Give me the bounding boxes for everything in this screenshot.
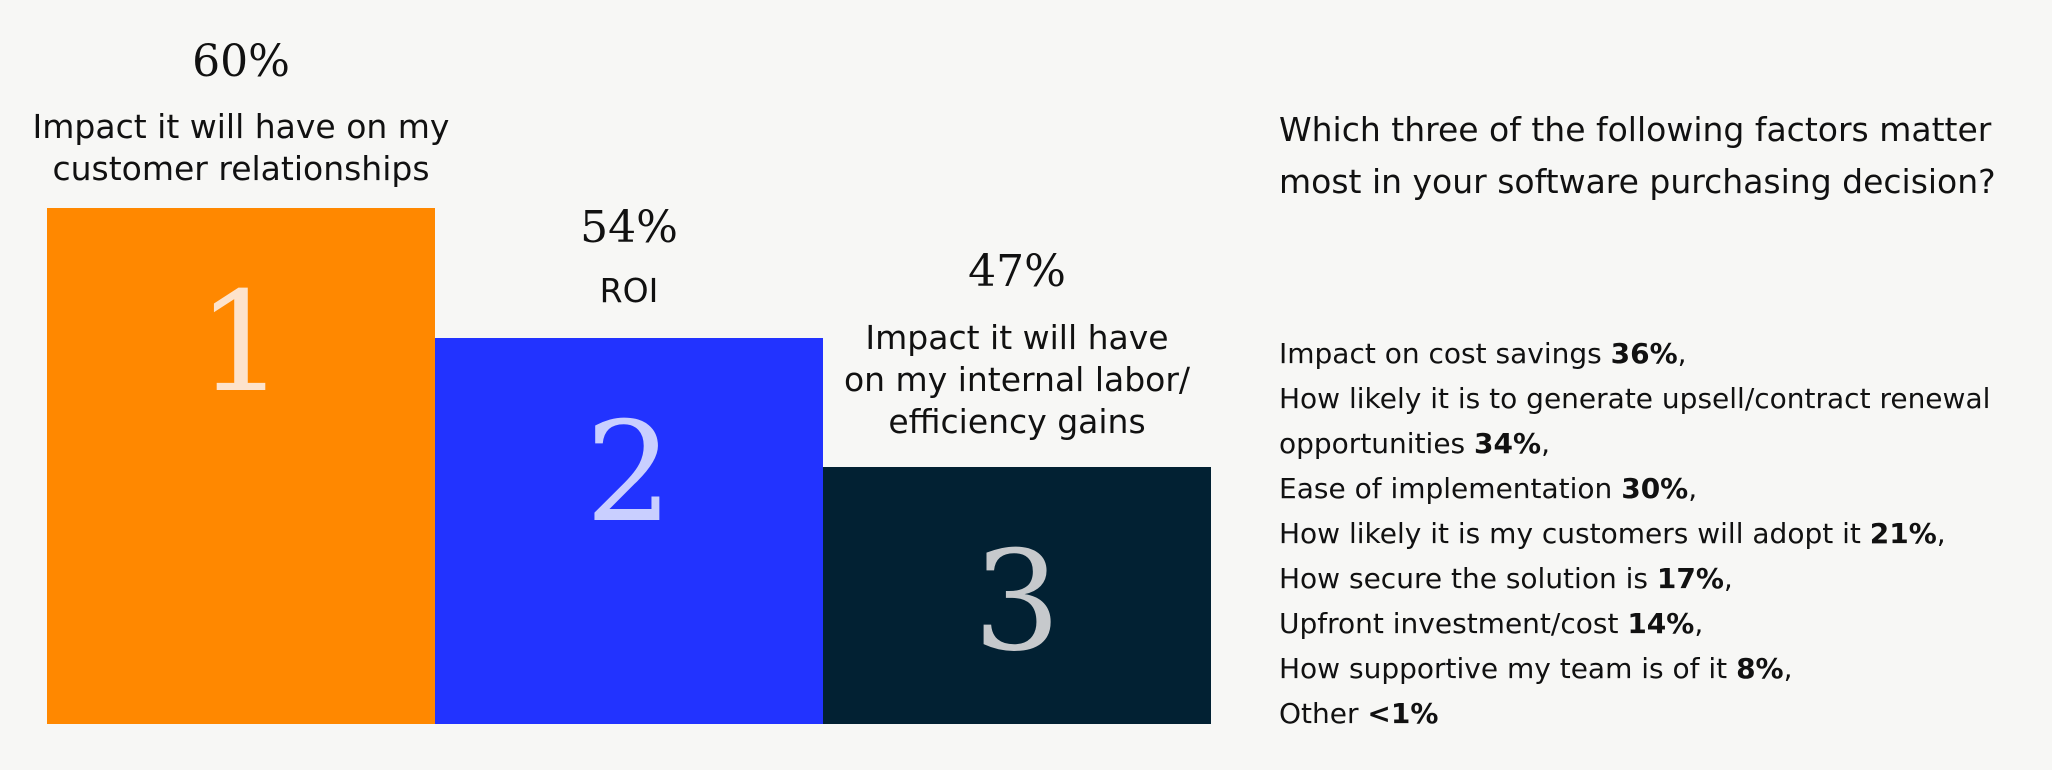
other-factor-separator: , <box>1677 337 1687 370</box>
other-factor-value: 17% <box>1656 562 1724 595</box>
other-factor-item: Other <1% <box>1279 691 2039 736</box>
rank-number-3: 3 <box>973 521 1061 682</box>
other-factor-separator: , <box>1541 427 1550 460</box>
other-factor-label: How likely it is my customers will adopt… <box>1279 517 1870 550</box>
value-label-1: 60% <box>192 36 290 87</box>
other-factor-value: 30% <box>1621 472 1689 505</box>
category-label-3: Impact it will have on my internal labor/… <box>803 317 1231 443</box>
rank-number-2: 2 <box>585 392 673 553</box>
other-factor-item: How likely it is to generate upsell/cont… <box>1279 376 2039 466</box>
rank-number-1: 1 <box>197 262 285 423</box>
other-factor-label: How likely it is to generate upsell/cont… <box>1279 382 1991 460</box>
other-factor-label: Impact on cost savings <box>1279 337 1611 370</box>
other-factor-label: How secure the solution is <box>1279 562 1657 595</box>
other-factor-value: <1% <box>1367 697 1439 730</box>
category-label-line: efficiency gains <box>888 402 1146 441</box>
category-label-1: Impact it will have on my customer relati… <box>27 106 455 190</box>
other-factor-separator: , <box>1723 562 1733 595</box>
category-label-line: Impact it will have on my <box>32 107 450 146</box>
category-label-line: on my internal labor/ <box>843 360 1191 399</box>
other-factor-item: How likely it is my customers will adopt… <box>1279 511 2039 556</box>
other-factor-label: Upfront investment/cost <box>1279 607 1628 640</box>
bar-2: 2 <box>435 338 823 724</box>
bar-3: 3 <box>823 467 1211 724</box>
category-label-line: ROI <box>599 271 659 310</box>
other-factor-value: 34% <box>1474 427 1542 460</box>
chart-title: Which three of the following factors mat… <box>1279 110 1996 201</box>
other-factor-item: Upfront investment/cost 14%, <box>1279 601 2039 646</box>
other-factor-value: 8% <box>1736 652 1784 685</box>
other-factors-list: Impact on cost savings 36%, How likely it… <box>1279 331 2039 736</box>
other-factor-value: 21% <box>1869 517 1937 550</box>
other-factor-value: 36% <box>1610 337 1678 370</box>
other-factor-value: 14% <box>1627 607 1695 640</box>
other-factor-separator: , <box>1688 472 1698 505</box>
other-factor-item: How secure the solution is 17%, <box>1279 556 2039 601</box>
bar-1: 1 <box>47 208 435 724</box>
other-factor-item: Ease of implementation 30%, <box>1279 466 2039 511</box>
value-label-3: 47% <box>968 246 1066 297</box>
other-factor-item: How supportive my team is of it 8%, <box>1279 646 2039 691</box>
other-factor-separator: , <box>1783 652 1793 685</box>
other-factor-item: Impact on cost savings 36%, <box>1279 331 2039 376</box>
value-label-2: 54% <box>580 202 678 253</box>
category-label-line: Impact it will have <box>865 318 1169 357</box>
other-factor-label: Other <box>1279 697 1368 730</box>
other-factor-label: Ease of implementation <box>1279 472 1622 505</box>
other-factor-label: How supportive my team is of it <box>1279 652 1737 685</box>
category-label-2: ROI <box>415 270 843 312</box>
other-factor-separator: , <box>1936 517 1946 550</box>
category-label-line: customer relationships <box>52 149 430 188</box>
ranked-bar-chart: 1 60% Impact it will have on my customer re… <box>27 36 1231 724</box>
other-factor-separator: , <box>1694 607 1704 640</box>
